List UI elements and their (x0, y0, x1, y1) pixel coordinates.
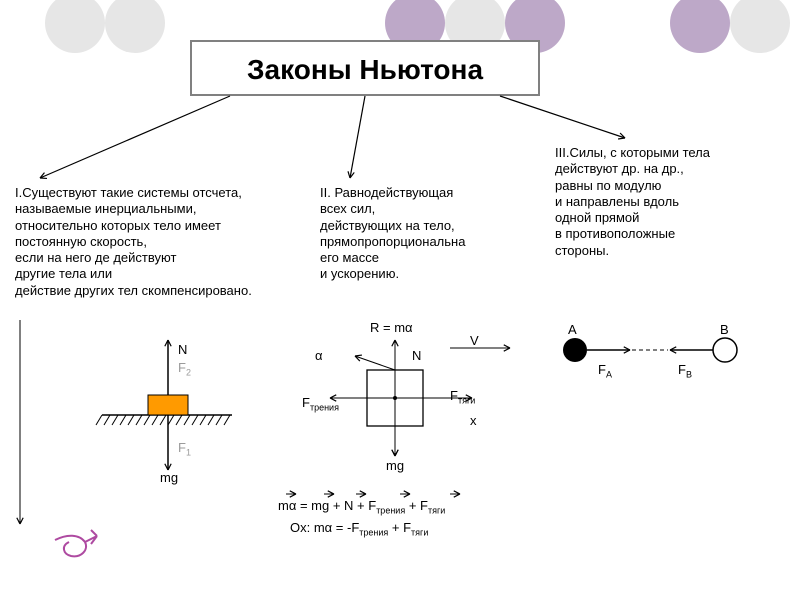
d1-mg: mg (160, 470, 178, 485)
d3-FA: FA (598, 362, 612, 380)
d1-F1: F1 (178, 440, 191, 458)
d2-Ftren: Fтрения (302, 395, 339, 413)
d3-B: B (720, 322, 729, 337)
d1-N: N (178, 342, 187, 357)
d2-V: V (470, 333, 479, 348)
d2-x: x (470, 413, 477, 428)
law1-text: I.Существуют такие системы отсчета, назы… (15, 185, 252, 299)
formula-R: R = mα (370, 320, 413, 335)
d3-FB: FB (678, 362, 692, 380)
d3-A: A (568, 322, 577, 337)
d2-Ftyagi: Fтяги (450, 388, 475, 406)
d2-alpha: α (315, 348, 323, 363)
law2-text: II. Равнодействующая всех сил, действующ… (320, 185, 465, 283)
law3-text: III.Силы, с которыми тела действуют др. … (555, 145, 710, 259)
equation-ox: Ox: mα = -Fтрения + Fтяги (290, 520, 428, 538)
d2-N: N (412, 348, 421, 363)
equation-vector: mα = mg + N + Fтрения + Fтяги (278, 498, 445, 516)
d1-F2: F2 (178, 360, 191, 378)
d2-mg: mg (386, 458, 404, 473)
